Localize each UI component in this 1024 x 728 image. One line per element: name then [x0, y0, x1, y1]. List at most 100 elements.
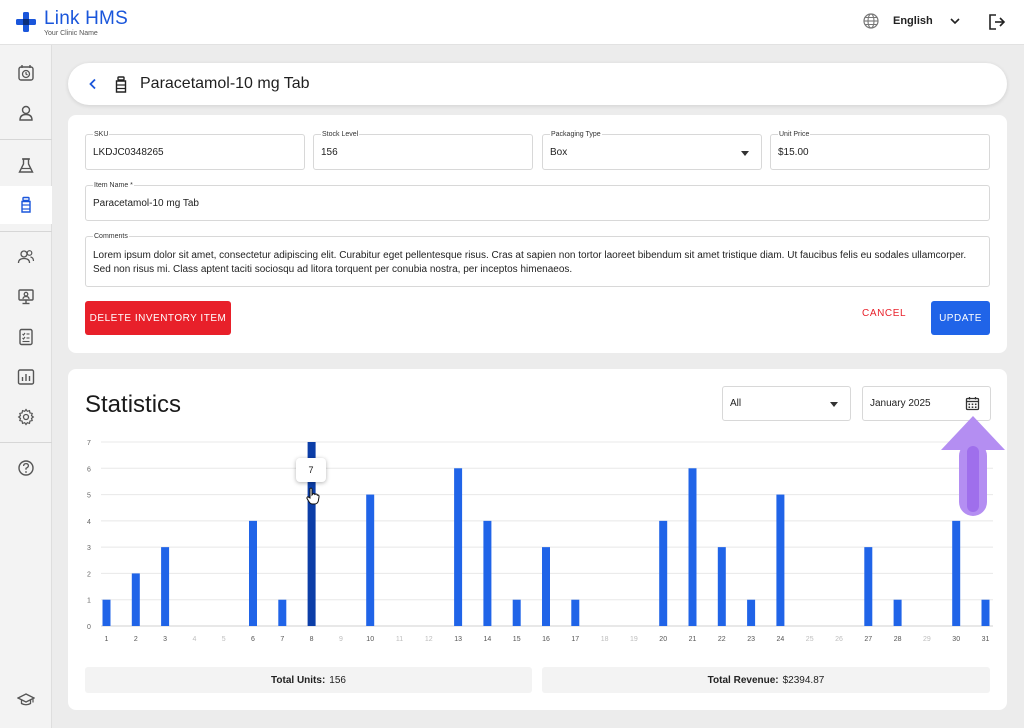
chart-tooltip: 7 — [296, 458, 326, 482]
total-revenue-box: Total Revenue: $2394.87 — [542, 667, 990, 693]
x-tick-label: 29 — [923, 636, 931, 643]
x-tick-label: 25 — [806, 636, 814, 643]
app-logo[interactable]: Link HMS Your Clinic Name — [16, 9, 128, 38]
sidebar-item-lab[interactable] — [0, 147, 52, 185]
language-selector[interactable]: English — [863, 13, 961, 29]
bottle-icon — [21, 196, 31, 213]
sidebar-item-staff[interactable] — [0, 238, 52, 276]
stock-level-field[interactable]: Stock Level 156 — [313, 131, 533, 170]
flask-icon — [18, 158, 34, 173]
bottle-icon — [115, 75, 127, 93]
y-tick-label: 2 — [87, 571, 91, 578]
statistics-filter-value: All — [730, 398, 742, 409]
comments-field[interactable]: Comments Lorem ipsum dolor sit amet, con… — [85, 233, 990, 287]
help-icon — [18, 460, 34, 476]
bar-day-31 — [981, 599, 990, 626]
x-tick-label: 18 — [601, 636, 609, 643]
bar-day-10 — [366, 494, 375, 626]
graduation-cap-icon — [17, 693, 35, 706]
update-button[interactable]: UPDATE — [931, 301, 990, 335]
logout-button[interactable] — [988, 13, 1006, 36]
sidebar-item-help[interactable] — [0, 449, 52, 487]
total-revenue-label: Total Revenue: — [707, 674, 779, 686]
unit-price-label: Unit Price — [778, 131, 811, 139]
statistics-date-picker[interactable]: January 2025 — [862, 386, 991, 421]
users-icon — [17, 250, 35, 264]
x-tick-label: 10 — [366, 636, 374, 643]
hand-cursor-icon — [306, 487, 320, 505]
cross-logo-icon — [16, 12, 36, 32]
x-tick-label: 15 — [513, 636, 521, 643]
y-tick-label: 4 — [87, 519, 91, 526]
app-subtitle: Your Clinic Name — [44, 30, 98, 37]
caret-down-icon — [830, 402, 838, 407]
logout-icon — [989, 14, 1006, 30]
sku-label: SKU — [93, 131, 110, 139]
x-tick-label: 2 — [134, 636, 138, 643]
bar-day-16 — [542, 547, 550, 626]
x-tick-label: 20 — [659, 636, 667, 643]
sidebar-item-patients[interactable] — [0, 94, 52, 132]
x-tick-label: 28 — [894, 636, 902, 643]
bar-day-14 — [483, 520, 492, 626]
item-header: Paracetamol-10 mg Tab — [68, 63, 1007, 105]
bar-day-30 — [952, 520, 961, 626]
x-tick-label: 31 — [982, 636, 990, 643]
total-units-box: Total Units: 156 — [85, 667, 532, 693]
total-revenue-value: $2394.87 — [782, 674, 825, 686]
calendar-icon[interactable] — [965, 396, 980, 411]
bar-day-8 — [307, 442, 316, 626]
sidebar-item-reports[interactable] — [0, 318, 52, 356]
sidebar-item-monitor[interactable] — [0, 278, 52, 316]
x-tick-label: 14 — [484, 636, 492, 643]
sidebar-item-education[interactable] — [0, 681, 52, 719]
back-button[interactable] — [88, 77, 102, 91]
bar-day-27 — [864, 547, 873, 626]
arrow-up-annotation-icon — [941, 416, 1005, 516]
unit-price-value: $15.00 — [778, 147, 809, 158]
bar-day-17 — [571, 599, 580, 626]
document-icon — [19, 328, 33, 346]
bar-day-22 — [717, 547, 726, 626]
bar-day-21 — [688, 468, 697, 626]
statistics-title: Statistics — [85, 391, 182, 418]
sidebar-item-inventory[interactable] — [0, 186, 52, 224]
x-tick-label: 17 — [571, 636, 579, 643]
sidebar-item-settings[interactable] — [0, 398, 52, 436]
y-tick-label: 7 — [87, 440, 91, 447]
inventory-form: SKU LKDJC0348265 Stock Level 156 Packagi… — [68, 115, 1007, 353]
chart-icon — [17, 369, 35, 385]
stock-level-value: 156 — [321, 147, 338, 158]
y-tick-label: 3 — [87, 545, 91, 552]
sku-value: LKDJC0348265 — [93, 147, 164, 158]
packaging-type-select[interactable]: Packaging Type Box — [542, 131, 762, 170]
y-tick-label: 6 — [87, 466, 91, 473]
x-tick-label: 30 — [952, 636, 960, 643]
x-tick-label: 11 — [396, 636, 403, 643]
sidebar-item-appointments[interactable] — [0, 54, 52, 92]
top-bar: Link HMS Your Clinic Name English — [0, 0, 1024, 45]
comments-label: Comments — [93, 233, 129, 241]
stock-level-label: Stock Level — [321, 131, 360, 139]
gear-icon — [17, 408, 35, 426]
bar-day-7 — [278, 599, 287, 626]
sidebar-item-analytics[interactable] — [0, 358, 52, 396]
cancel-button[interactable]: CANCEL — [862, 308, 907, 319]
bar-day-23 — [747, 599, 756, 626]
statistics-filter-select[interactable]: All — [722, 386, 851, 421]
page-title: Paracetamol-10 mg Tab — [140, 75, 310, 92]
packaging-type-value: Box — [550, 147, 568, 158]
unit-price-field[interactable]: Unit Price $15.00 — [770, 131, 990, 170]
user-icon — [19, 105, 33, 121]
delete-inventory-item-button[interactable]: DELETE INVENTORY ITEM — [85, 301, 231, 335]
x-tick-label: 8 — [310, 636, 314, 643]
sku-field[interactable]: SKU LKDJC0348265 — [85, 131, 305, 170]
bar-day-2 — [131, 573, 140, 626]
bar-day-15 — [512, 599, 521, 626]
item-name-field[interactable]: Item Name * Paracetamol-10 mg Tab — [85, 182, 990, 221]
x-tick-label: 3 — [163, 636, 167, 643]
x-tick-label: 13 — [454, 636, 462, 643]
x-tick-label: 16 — [542, 636, 550, 643]
